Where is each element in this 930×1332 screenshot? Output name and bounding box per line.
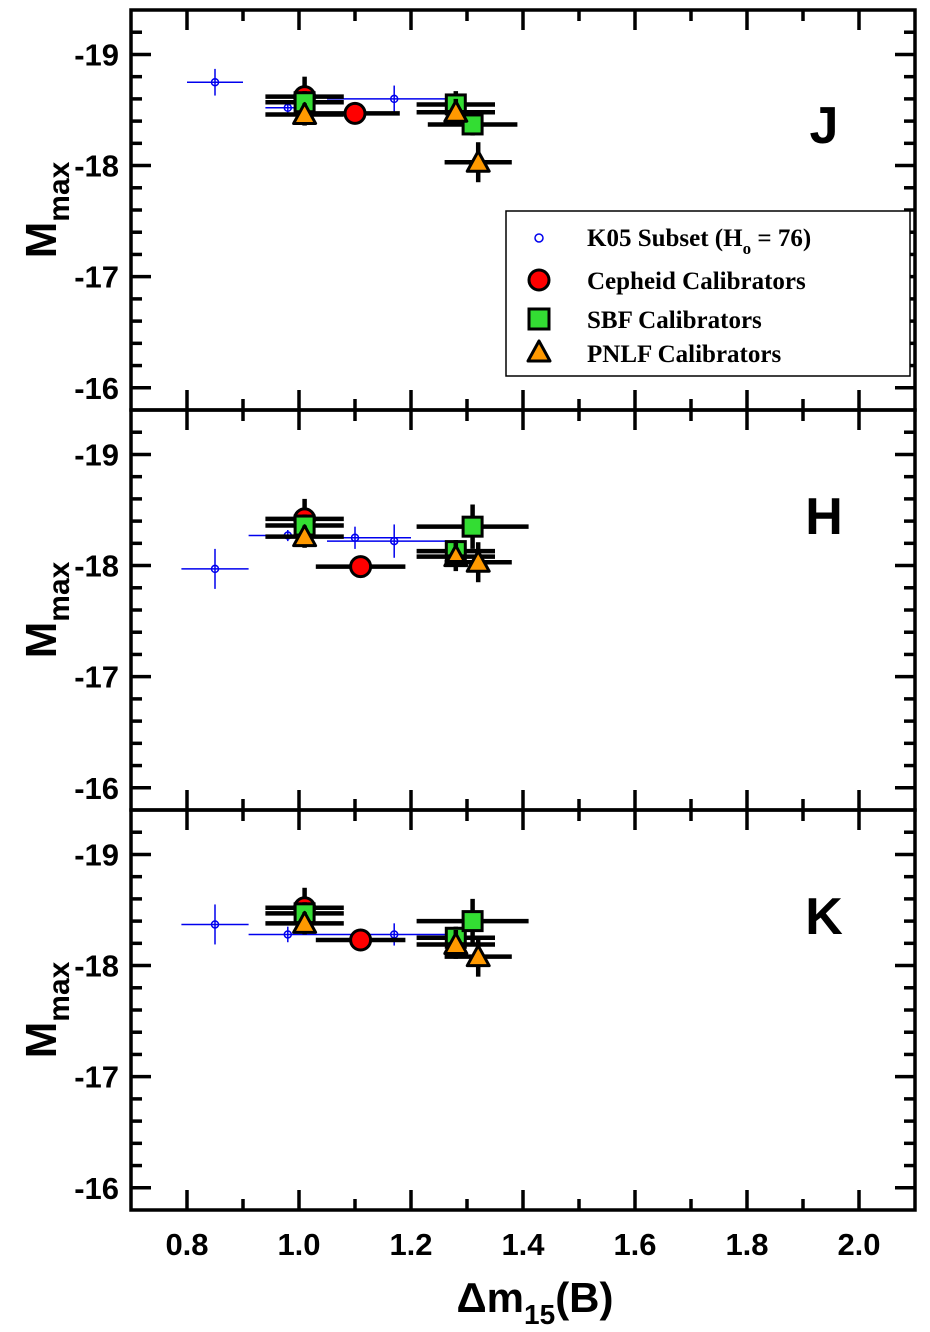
k05-point — [210, 564, 220, 574]
y-tick-label: -17 — [74, 660, 119, 695]
y-axis-title: Mmax — [17, 561, 76, 658]
series-triangle — [265, 524, 512, 583]
pnlf-point — [465, 149, 491, 173]
legend-k05-main: K05 Subset (H — [587, 225, 743, 252]
k05-point — [210, 920, 220, 929]
legend-pnlf-label: PNLF Calibrators — [587, 341, 781, 368]
x-axis-title: Δm15(B) — [456, 1274, 613, 1330]
legend-sbf-label: SBF Calibrators — [587, 307, 762, 334]
x-axis-title-main: Δm — [456, 1274, 524, 1321]
panel-H: -19 -18 -17 -16 H Mmax — [17, 408, 917, 812]
series-circle — [265, 887, 406, 952]
y-tick-label: -18 — [74, 549, 119, 584]
x-tick-label: 1.2 — [389, 1227, 432, 1262]
x-tick-label: 2.0 — [837, 1227, 880, 1262]
x-tick-label: 1.6 — [613, 1227, 656, 1262]
panel-J: -19 -18 -17 -16 J Mmax — [17, 8, 917, 412]
band-label-K: K — [805, 888, 843, 946]
y-tick-label: -19 — [74, 37, 119, 72]
panels-group: -19 -18 -17 -16 J Mmax -19 -18 -17 -16 H Mmax -19 -18… — [17, 8, 917, 1212]
panel-frame — [129, 408, 917, 812]
legend-k05-marker — [534, 233, 544, 243]
y-axis-title-sub: max — [43, 161, 76, 221]
k05-point — [210, 77, 220, 87]
y-axis-title-main: M — [17, 222, 66, 259]
k05-point — [389, 94, 399, 104]
y-tick-label: -19 — [74, 837, 119, 872]
legend-k05-sub: o — [743, 239, 752, 258]
y-axis-title-sub: max — [43, 561, 76, 621]
y-tick-label: -18 — [74, 149, 119, 184]
y-axis-title: Mmax — [17, 161, 76, 258]
legend-box — [505, 210, 911, 377]
panel-frame — [129, 808, 917, 1212]
band-label-H: H — [805, 488, 843, 546]
y-axis-title-main: M — [17, 1022, 66, 1059]
pnlf-point — [465, 944, 491, 968]
y-axis-title-main: M — [17, 622, 66, 659]
pnlf-point — [443, 99, 469, 123]
panel-K: -19 -18 -17 -16 K Mmax — [17, 808, 917, 1212]
pnlf-point — [443, 931, 469, 955]
y-axis-title-sub: max — [43, 961, 76, 1021]
cepheid-point — [343, 101, 367, 125]
series-open-circle — [187, 68, 462, 115]
y-tick-label: -18 — [74, 949, 119, 984]
x-tick-label: 1.8 — [725, 1227, 768, 1262]
band-label-J: J — [810, 97, 839, 155]
y-tick-label: -16 — [74, 1171, 119, 1206]
sbf-point — [461, 113, 484, 136]
cepheid-point — [349, 928, 373, 952]
y-tick-label: -16 — [74, 771, 119, 806]
x-tick-labels: 0.8 1.0 1.2 1.4 1.6 1.8 2.0 — [165, 1227, 880, 1262]
series-triangle — [265, 98, 512, 183]
k05-point — [389, 536, 399, 546]
sbf-point — [461, 910, 484, 933]
x-tick-label: 1.0 — [277, 1227, 320, 1262]
legend-cepheid-label: Cepheid Calibrators — [587, 268, 806, 295]
cepheid-point — [349, 555, 373, 579]
x-axis-title-sub: 15 — [524, 1299, 555, 1330]
y-tick-label: -16 — [74, 371, 119, 406]
pnlf-point — [292, 101, 318, 125]
x-axis-title-tail: (B) — [555, 1274, 613, 1321]
k05-point — [283, 930, 293, 939]
x-tick-label: 0.8 — [165, 1227, 208, 1262]
y-tick-label: -17 — [74, 1060, 119, 1095]
y-tick-label: -17 — [74, 260, 119, 295]
legend-sbf-marker — [527, 307, 551, 331]
legend-k05-label: K05 Subset (Ho = 76) — [587, 225, 811, 258]
y-tick-label: -19 — [74, 437, 119, 472]
y-axis-title: Mmax — [17, 961, 76, 1058]
pnlf-point — [292, 524, 318, 548]
pnlf-point — [465, 549, 491, 573]
series-triangle — [265, 910, 512, 977]
sbf-point — [461, 515, 484, 538]
legend-k05-tail: = 76) — [751, 225, 811, 252]
pnlf-point — [292, 910, 318, 934]
x-tick-label: 1.4 — [501, 1227, 545, 1262]
legend: K05 Subset (Ho = 76) Cepheid Calibrators… — [505, 210, 911, 377]
legend-pnlf-marker — [526, 339, 552, 363]
legend-cepheid-marker — [527, 268, 551, 292]
series-open-circle — [181, 524, 462, 589]
